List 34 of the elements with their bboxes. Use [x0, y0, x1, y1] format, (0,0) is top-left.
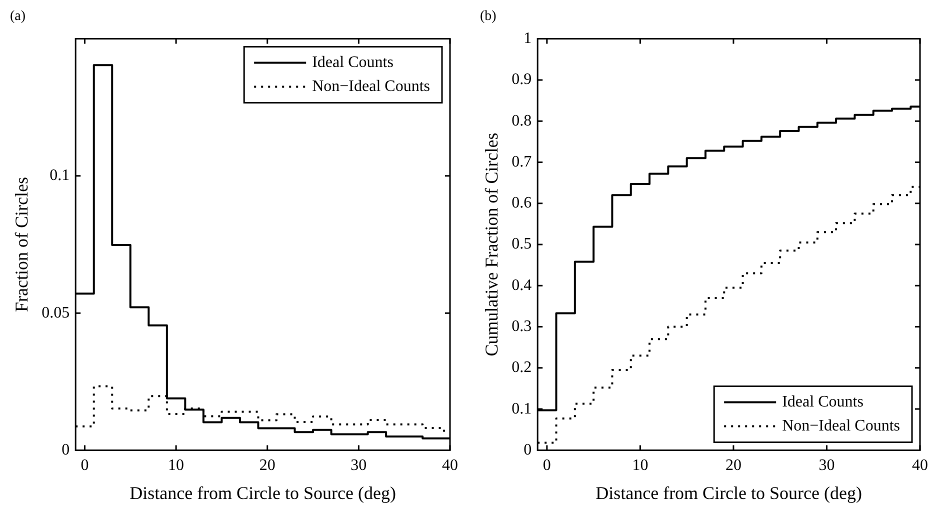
- x-tick-label: 30: [350, 457, 367, 474]
- y-tick-label: 0: [62, 441, 70, 458]
- y-tick-label: 0.8: [512, 112, 532, 130]
- x-tick-label: 20: [725, 457, 742, 474]
- x-tick-label: 40: [912, 457, 928, 474]
- x-tick-label: 0: [542, 457, 551, 474]
- y-tick-label: 1: [524, 30, 532, 48]
- y-tick-label: 0.6: [512, 194, 532, 212]
- legend-label: Ideal Counts: [782, 393, 864, 410]
- y-tick-label: 0.9: [512, 71, 532, 88]
- y-tick-label: 0.4: [512, 276, 532, 294]
- y-tick-label: 0.5: [512, 236, 532, 253]
- y-axis-title: Fraction of Circles: [12, 177, 32, 312]
- chart-title: (b): [480, 9, 497, 24]
- x-tick-label: 20: [259, 457, 276, 474]
- y-tick-label: 0: [524, 441, 532, 458]
- x-tick-label: 0: [80, 457, 89, 474]
- y-tick-label: 0.1: [512, 400, 532, 418]
- x-tick-label: 30: [818, 457, 835, 474]
- y-axis-title: Cumulative Fraction of Circles: [482, 132, 502, 356]
- legend-label: Non−Ideal Counts: [782, 417, 900, 434]
- y-tick-label: 0.05: [42, 304, 70, 322]
- x-axis-title: Distance from Circle to Source (deg): [130, 482, 396, 503]
- x-axis-title: Distance from Circle to Source (deg): [596, 482, 862, 503]
- y-tick-label: 0.7: [512, 153, 532, 170]
- y-tick-label: 0.2: [512, 359, 532, 376]
- y-tick-label: 0.3: [512, 318, 532, 335]
- legend-label: Ideal Counts: [312, 54, 394, 72]
- x-tick-label: 10: [632, 457, 648, 474]
- y-tick-label: 0.1: [50, 167, 70, 184]
- x-tick-label: 40: [442, 457, 458, 474]
- x-tick-label: 10: [168, 457, 184, 474]
- chart-title: (a): [10, 9, 26, 24]
- legend-label: Non−Ideal Counts: [312, 78, 430, 96]
